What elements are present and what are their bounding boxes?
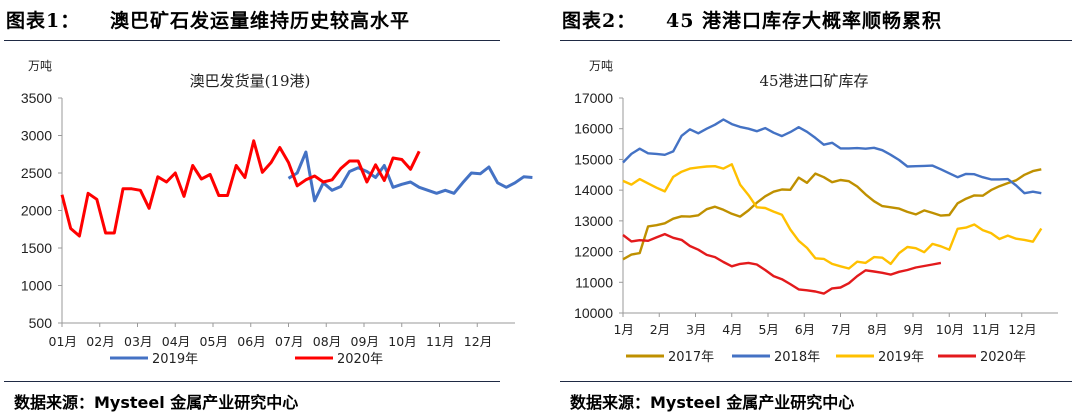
chart-title: 45港进口矿库存 bbox=[759, 72, 868, 90]
x-tick-label: 1月 bbox=[613, 322, 633, 337]
source-divider bbox=[560, 381, 1072, 382]
series-line-2019年 bbox=[287, 150, 533, 203]
legend-item: 2017年 bbox=[626, 350, 714, 365]
x-tick-label: 11月 bbox=[972, 322, 1000, 337]
y-tick-label: 2000 bbox=[21, 203, 52, 219]
y-tick-label: 11000 bbox=[575, 274, 613, 290]
x-tick-label: 10月 bbox=[388, 334, 416, 349]
legend-label: 2020年 bbox=[337, 352, 383, 367]
inventory-line-chart: 万吨 45港进口矿库存 10000 11000 12000 13000 14000 15000… bbox=[574, 59, 1058, 365]
series-line-2017年 bbox=[622, 168, 1042, 261]
y-axis-unit: 万吨 bbox=[589, 59, 613, 73]
legend-label: 2018年 bbox=[774, 350, 820, 365]
x-tick-label: 4月 bbox=[722, 322, 742, 337]
x-tick-label: 12月 bbox=[1008, 322, 1036, 337]
figure-title-text: 45 港港口库存大概率顺畅累积 bbox=[666, 10, 943, 32]
figure-panel-1: 图表1： 澳巴矿石发运量维持历史较高水平 万吨澳巴发货量(19港) 500 1000 1… bbox=[0, 0, 540, 419]
x-tick-label: 02月 bbox=[86, 334, 114, 349]
data-source-note: 数据来源：Mysteel 金属产业研究中心 bbox=[570, 393, 855, 412]
x-tick-label: 3月 bbox=[686, 322, 706, 337]
legend-item: 2018年 bbox=[732, 350, 820, 365]
y-tick-label: 1000 bbox=[21, 278, 52, 294]
x-tick-label: 11月 bbox=[426, 334, 454, 349]
y-tick-label: 16000 bbox=[574, 121, 613, 137]
title-divider bbox=[560, 40, 1072, 41]
legend-item: 2019年 bbox=[110, 352, 198, 367]
x-tick-label: 08月 bbox=[313, 334, 341, 349]
y-axis-unit: 万吨 bbox=[28, 59, 52, 73]
x-tick-label: 2月 bbox=[650, 322, 670, 337]
y-tick-label: 12000 bbox=[574, 244, 613, 260]
y-tick-label: 17000 bbox=[574, 90, 613, 106]
y-tick-label: 13000 bbox=[574, 213, 613, 229]
x-tick-label: 10月 bbox=[936, 322, 964, 337]
x-tick-label: 6月 bbox=[795, 322, 815, 337]
y-tick-label: 1500 bbox=[21, 240, 52, 256]
series-line-2018年 bbox=[622, 118, 1042, 195]
x-tick-label: 01月 bbox=[49, 334, 77, 349]
x-tick-label: 07月 bbox=[275, 334, 303, 349]
x-tick-label: 7月 bbox=[831, 322, 851, 337]
x-tick-label: 8月 bbox=[867, 322, 887, 337]
figure-title-1: 图表1： 澳巴矿石发运量维持历史较高水平 bbox=[6, 6, 410, 33]
legend-label: 2019年 bbox=[878, 350, 924, 365]
y-tick-label: 10000 bbox=[574, 305, 613, 321]
legend-item: 2020年 bbox=[295, 352, 383, 367]
x-tick-label: 9月 bbox=[903, 322, 923, 337]
figure-title-2: 图表2： 45 港港口库存大概率顺畅累积 bbox=[562, 6, 942, 33]
x-tick-label: 06月 bbox=[237, 334, 265, 349]
y-tick-label: 2500 bbox=[21, 165, 52, 181]
y-tick-label: 14000 bbox=[574, 182, 613, 198]
legend-label: 2017年 bbox=[668, 350, 714, 365]
figure-label: 图表2： bbox=[562, 10, 637, 32]
series-line-2019年 bbox=[622, 163, 1043, 270]
x-tick-label: 03月 bbox=[124, 334, 152, 349]
title-divider bbox=[4, 40, 500, 41]
legend-item: 2020年 bbox=[938, 350, 1026, 365]
y-tick-label: 15000 bbox=[574, 151, 613, 167]
x-tick-label: 05月 bbox=[200, 334, 228, 349]
figure-label: 图表1： bbox=[6, 10, 81, 32]
legend-item: 2019年 bbox=[836, 350, 924, 365]
x-tick-label: 04月 bbox=[162, 334, 190, 349]
y-tick-label: 3500 bbox=[21, 90, 52, 106]
y-tick-label: 500 bbox=[29, 315, 53, 331]
source-divider bbox=[4, 381, 500, 382]
series-line-2020年 bbox=[622, 232, 942, 295]
x-tick-label: 09月 bbox=[351, 334, 379, 349]
series-line-2020年 bbox=[60, 139, 421, 238]
data-source-note: 数据来源：Mysteel 金属产业研究中心 bbox=[14, 393, 299, 412]
figure-title-text: 澳巴矿石发运量维持历史较高水平 bbox=[110, 10, 411, 32]
legend-label: 2019年 bbox=[152, 352, 198, 367]
x-tick-label: 12月 bbox=[464, 334, 492, 349]
figure-panel-2: 图表2： 45 港港口库存大概率顺畅累积 万吨 45港进口矿库存 10000 11000… bbox=[556, 0, 1088, 419]
x-tick-label: 5月 bbox=[758, 322, 778, 337]
y-tick-label: 3000 bbox=[21, 128, 52, 144]
legend-label: 2020年 bbox=[980, 350, 1026, 365]
chart-title: 澳巴发货量(19港) bbox=[190, 72, 311, 90]
